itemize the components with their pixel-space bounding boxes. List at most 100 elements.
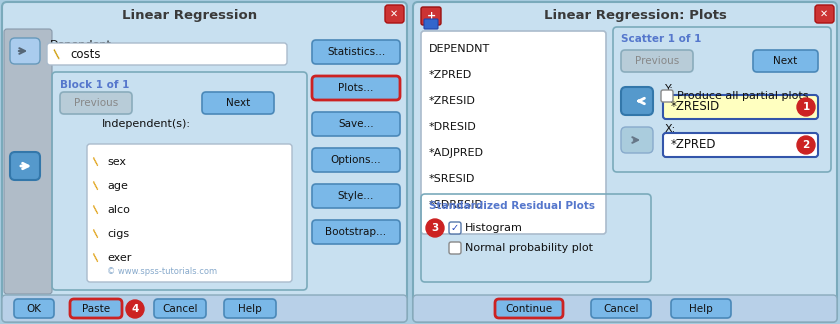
Text: Continue: Continue (506, 304, 553, 314)
Text: +: + (427, 11, 436, 21)
FancyBboxPatch shape (202, 92, 274, 114)
Text: © www.spss-tutorials.com: © www.spss-tutorials.com (107, 268, 217, 276)
Text: *ZRESID: *ZRESID (429, 96, 476, 106)
Text: Statistics...: Statistics... (327, 47, 385, 57)
Text: Scatter 1 of 1: Scatter 1 of 1 (621, 34, 701, 44)
Text: ✕: ✕ (390, 9, 398, 19)
Text: Style...: Style... (338, 191, 374, 201)
FancyBboxPatch shape (312, 220, 400, 244)
FancyBboxPatch shape (449, 222, 461, 234)
Text: cigs: cigs (107, 229, 129, 239)
Text: Cancel: Cancel (162, 304, 197, 314)
FancyBboxPatch shape (70, 299, 122, 318)
Text: Dependent:: Dependent: (50, 40, 116, 50)
Circle shape (126, 300, 144, 318)
FancyBboxPatch shape (312, 40, 400, 64)
Text: DEPENDNT: DEPENDNT (429, 44, 491, 54)
FancyBboxPatch shape (312, 184, 400, 208)
Text: 2: 2 (802, 140, 810, 150)
Text: Save...: Save... (339, 119, 374, 129)
Text: Linear Regression: Linear Regression (122, 8, 257, 21)
FancyBboxPatch shape (2, 295, 407, 322)
FancyBboxPatch shape (10, 152, 40, 180)
Text: age: age (107, 181, 128, 191)
FancyBboxPatch shape (815, 5, 834, 23)
FancyBboxPatch shape (413, 2, 837, 322)
FancyBboxPatch shape (663, 133, 818, 157)
FancyBboxPatch shape (591, 299, 651, 318)
Text: Options...: Options... (331, 155, 381, 165)
Text: costs: costs (70, 48, 101, 61)
FancyBboxPatch shape (621, 127, 653, 153)
Text: *ZPRED: *ZPRED (671, 138, 717, 152)
FancyBboxPatch shape (2, 2, 407, 322)
Text: /: / (92, 253, 102, 263)
Text: Previous: Previous (635, 56, 679, 66)
Text: X:: X: (665, 124, 676, 134)
Circle shape (426, 219, 444, 237)
Text: Next: Next (774, 56, 798, 66)
Text: Linear Regression: Plots: Linear Regression: Plots (543, 8, 727, 21)
FancyBboxPatch shape (621, 50, 693, 72)
Text: *SRESID: *SRESID (429, 174, 475, 184)
Text: /: / (50, 48, 63, 60)
Text: /: / (92, 229, 102, 239)
Text: Block 1 of 1: Block 1 of 1 (60, 80, 129, 90)
Text: Histogram: Histogram (465, 223, 522, 233)
Text: Y:: Y: (665, 84, 674, 94)
FancyBboxPatch shape (449, 242, 461, 254)
Text: 1: 1 (802, 102, 810, 112)
FancyBboxPatch shape (495, 299, 563, 318)
FancyBboxPatch shape (154, 299, 206, 318)
Text: exer: exer (107, 253, 131, 263)
FancyBboxPatch shape (312, 76, 400, 100)
FancyBboxPatch shape (753, 50, 818, 72)
FancyBboxPatch shape (224, 299, 276, 318)
FancyBboxPatch shape (421, 7, 441, 25)
Text: alco: alco (107, 205, 130, 215)
FancyBboxPatch shape (312, 148, 400, 172)
FancyBboxPatch shape (661, 90, 673, 102)
FancyBboxPatch shape (413, 295, 837, 322)
FancyBboxPatch shape (671, 299, 731, 318)
FancyBboxPatch shape (60, 92, 132, 114)
Text: Produce all partial plots: Produce all partial plots (677, 91, 809, 101)
Text: *ZPRED: *ZPRED (429, 70, 472, 80)
Text: Paste: Paste (82, 304, 110, 314)
Text: 4: 4 (131, 304, 139, 314)
Text: Bootstrap...: Bootstrap... (325, 227, 386, 237)
Text: *SDRESID: *SDRESID (429, 200, 484, 210)
Text: /: / (92, 181, 102, 191)
Circle shape (797, 98, 815, 116)
FancyBboxPatch shape (87, 144, 292, 282)
Text: Normal probability plot: Normal probability plot (465, 243, 593, 253)
Text: Standardized Residual Plots: Standardized Residual Plots (429, 201, 595, 211)
Text: Plots...: Plots... (339, 83, 374, 93)
Text: ✕: ✕ (820, 9, 828, 19)
Text: 3: 3 (432, 223, 438, 233)
FancyBboxPatch shape (421, 31, 606, 234)
Circle shape (797, 136, 815, 154)
Text: *ZRESID: *ZRESID (671, 100, 720, 113)
FancyBboxPatch shape (385, 5, 404, 23)
Text: sex: sex (107, 157, 126, 167)
Text: Help: Help (689, 304, 713, 314)
FancyBboxPatch shape (312, 112, 400, 136)
Text: /: / (92, 205, 102, 215)
Text: Independent(s):: Independent(s): (102, 119, 191, 129)
Text: Cancel: Cancel (603, 304, 638, 314)
Text: /: / (92, 157, 102, 167)
FancyBboxPatch shape (621, 87, 653, 115)
FancyBboxPatch shape (47, 43, 287, 65)
Text: Help: Help (238, 304, 262, 314)
FancyBboxPatch shape (663, 95, 818, 119)
FancyBboxPatch shape (14, 299, 54, 318)
FancyBboxPatch shape (10, 38, 40, 64)
Text: Next: Next (226, 98, 250, 108)
Text: ✓: ✓ (451, 223, 459, 233)
FancyBboxPatch shape (424, 19, 438, 29)
Text: *DRESID: *DRESID (429, 122, 477, 132)
FancyBboxPatch shape (4, 29, 52, 294)
Text: OK: OK (27, 304, 41, 314)
Text: Previous: Previous (74, 98, 118, 108)
